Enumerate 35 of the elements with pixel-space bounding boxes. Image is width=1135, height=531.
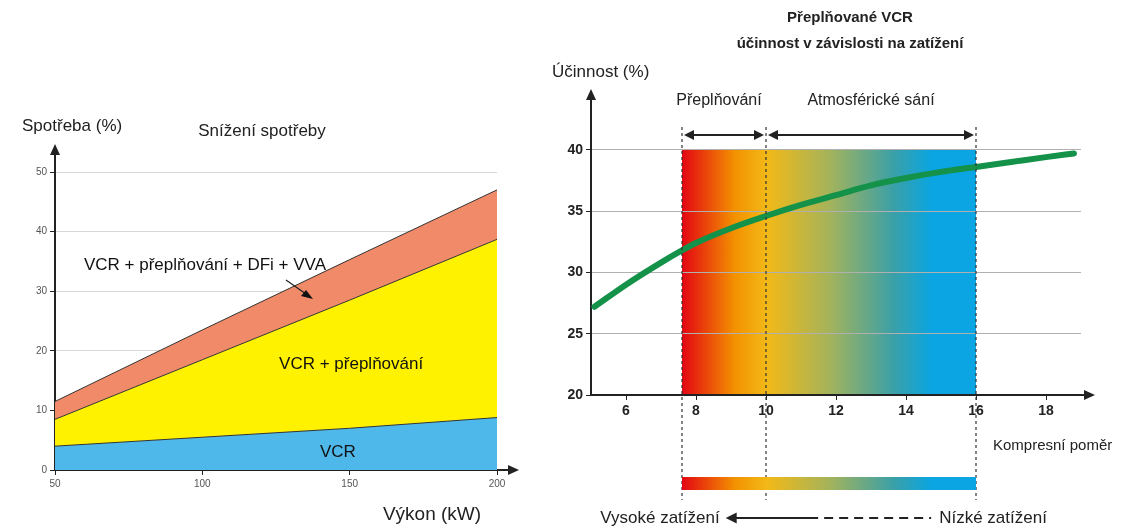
x-tick-label: 18 — [1038, 402, 1054, 419]
y-tick-label: 40 — [567, 140, 584, 157]
y-tick-label: 20 — [567, 385, 584, 402]
x-tick-label: 10 — [758, 402, 774, 419]
band-label: Atmosférické sání — [807, 91, 936, 109]
series-label: VCR + přeplňování + DFi + VVA — [83, 254, 327, 274]
x-tick-label: 150 — [341, 477, 359, 489]
x-axis-title: Kompresní poměr — [993, 436, 1113, 454]
x-tick-label: 100 — [193, 477, 212, 489]
y-tick-label: 40 — [35, 225, 48, 237]
y-tick-label: 30 — [35, 284, 48, 296]
y-tick-label: 35 — [567, 201, 584, 218]
text: Vysoké zatížení — [600, 507, 720, 527]
y-tick-label: 20 — [35, 344, 48, 356]
x-tick-label: 200 — [488, 477, 506, 489]
x-tick-label: 14 — [898, 402, 914, 419]
y-tick-label: 25 — [567, 324, 584, 341]
y-axis-title: Účinnost (%) — [552, 61, 650, 81]
y-tick-label: 30 — [567, 263, 584, 280]
series-label: VCR — [319, 442, 356, 462]
band-label: Přeplňování — [676, 91, 763, 109]
x-tick-label: 6 — [622, 402, 631, 419]
series-label: VCR + přeplňování — [279, 353, 424, 373]
x-tick-label: 50 — [49, 477, 61, 489]
chart-subtitle: účinnost v závislosti na zatížení — [736, 34, 965, 52]
x-tick-label: 16 — [968, 402, 984, 419]
chart-title: Přeplňované VCR — [787, 8, 914, 26]
chart-title: Snížení spotřeby — [198, 120, 327, 140]
y-tick-label: 0 — [41, 463, 48, 475]
y-axis-title: Spotřeba (%) — [22, 115, 123, 135]
x-axis-title: Výkon (kW) — [382, 503, 482, 525]
x-tick-label: 12 — [828, 402, 844, 419]
y-tick-label: 50 — [35, 165, 48, 177]
text: Nízké zatížení — [939, 507, 1048, 527]
x-tick-label: 8 — [692, 402, 701, 419]
